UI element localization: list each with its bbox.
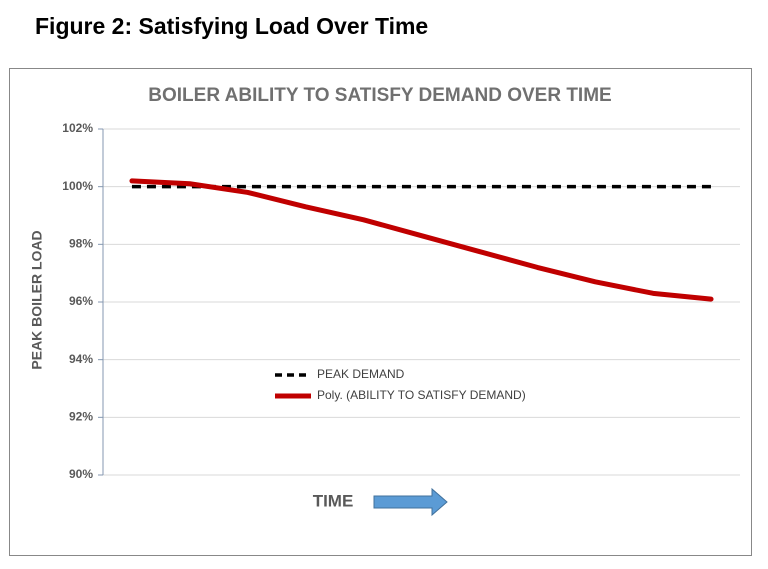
y-tick-label: 96% xyxy=(69,294,93,308)
y-tick-label: 100% xyxy=(62,179,93,193)
y-axis-label: PEAK BOILER LOAD xyxy=(29,230,45,369)
y-tick-label: 94% xyxy=(69,352,93,366)
time-arrow xyxy=(373,487,448,517)
x-axis-label: TIME xyxy=(313,491,354,510)
legend-label: Poly. (ABILITY TO SATISFY DEMAND) xyxy=(317,388,526,402)
chart-frame xyxy=(9,68,752,556)
y-tick-label: 90% xyxy=(69,467,93,481)
figure-caption: Figure 2: Satisfying Load Over Time xyxy=(35,13,428,39)
y-tick-label: 102% xyxy=(62,121,93,135)
y-tick-label: 92% xyxy=(69,410,93,424)
plot-area: 90% 92% 94% 96% 98% 100% 102% PEAK DEMAND Poly. … xyxy=(62,121,740,481)
series-line xyxy=(129,178,714,302)
y-tick-label: 98% xyxy=(69,237,93,251)
legend-label: PEAK DEMAND xyxy=(317,367,405,381)
chart-title: BOILER ABILITY TO SATISFY DEMAND OVER TI… xyxy=(148,85,611,106)
